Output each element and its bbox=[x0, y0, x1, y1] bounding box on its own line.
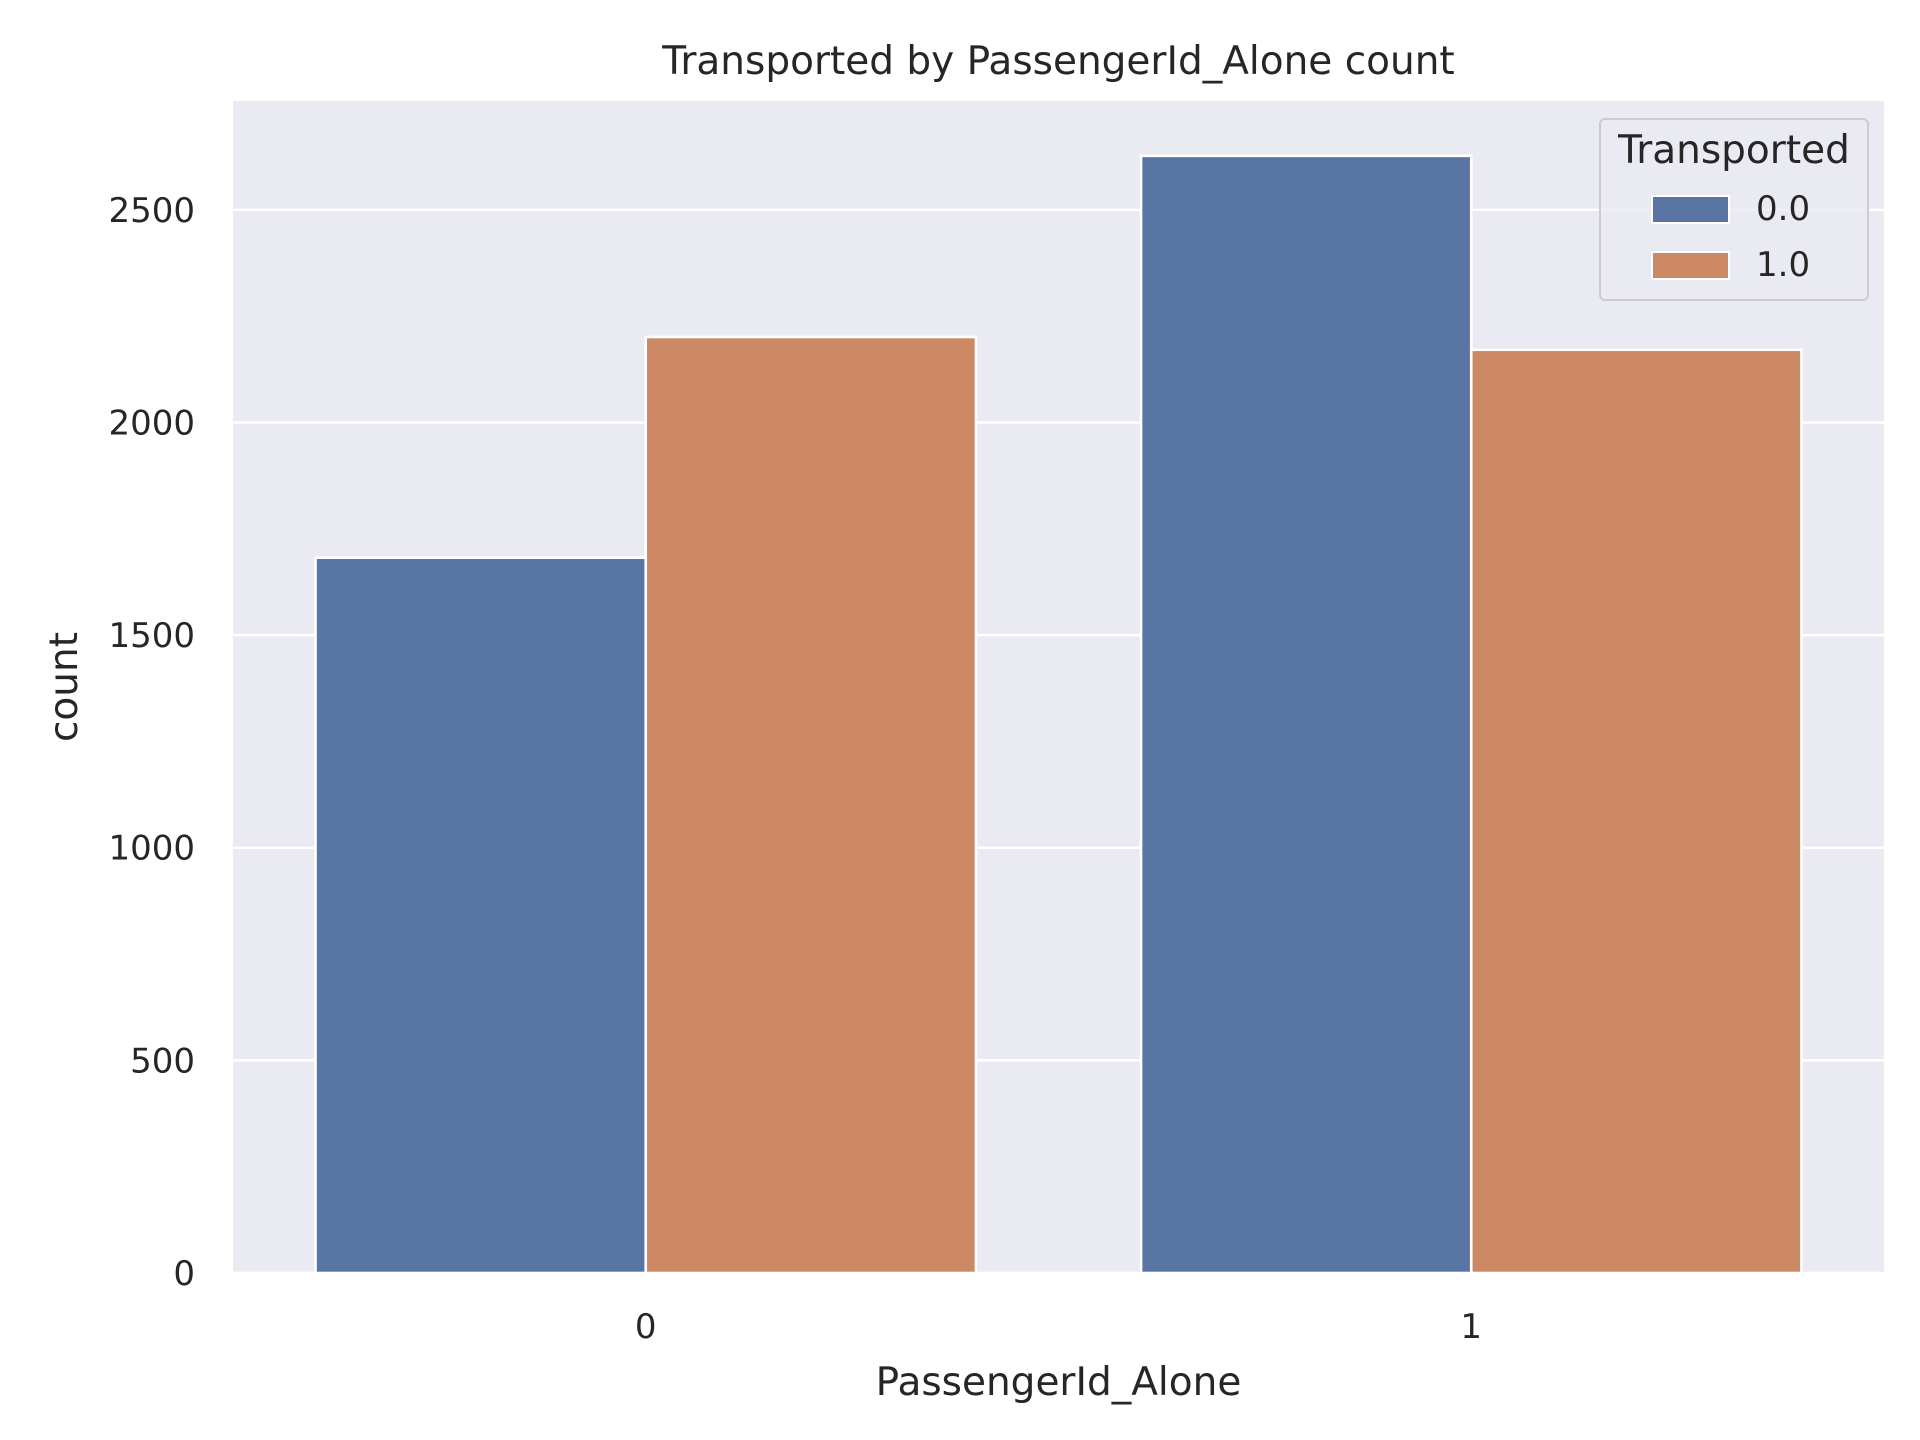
legend-swatch-0.0 bbox=[1651, 195, 1730, 224]
legend-entries: 0.01.0 bbox=[1651, 189, 1810, 285]
chart-title: Transported by PassengerId_Alone count bbox=[661, 39, 1454, 84]
bars bbox=[314, 154, 1803, 1275]
y-tick-label: 500 bbox=[130, 1041, 195, 1081]
legend-title: Transported bbox=[1617, 128, 1850, 173]
bar-1-series-0.0 bbox=[1139, 154, 1473, 1275]
bar-0-series-0.0 bbox=[314, 556, 648, 1275]
y-axis-ticks: 0 500 1000 1500 2000 2500 bbox=[108, 191, 195, 1294]
legend-swatch-1.0 bbox=[1651, 251, 1730, 280]
bar-1-series-1.0 bbox=[1469, 348, 1803, 1275]
x-axis-label: PassengerId_Alone bbox=[876, 1360, 1242, 1405]
legend-label-0.0: 0.0 bbox=[1756, 189, 1810, 229]
legend: Transported 0.01.0 bbox=[1599, 118, 1869, 301]
y-tick-label: 1500 bbox=[108, 616, 195, 656]
y-tick-label: 0 bbox=[173, 1254, 195, 1294]
bar-0-series-1.0 bbox=[644, 335, 978, 1275]
y-axis-label: count bbox=[42, 632, 87, 742]
y-tick-label: 2500 bbox=[108, 191, 195, 231]
y-tick-label: 1000 bbox=[108, 829, 195, 869]
y-tick-label: 2000 bbox=[108, 403, 195, 443]
legend-label-1.0: 1.0 bbox=[1756, 245, 1810, 285]
x-tick-label: 1 bbox=[1460, 1307, 1482, 1347]
x-tick-label: 0 bbox=[635, 1307, 657, 1347]
